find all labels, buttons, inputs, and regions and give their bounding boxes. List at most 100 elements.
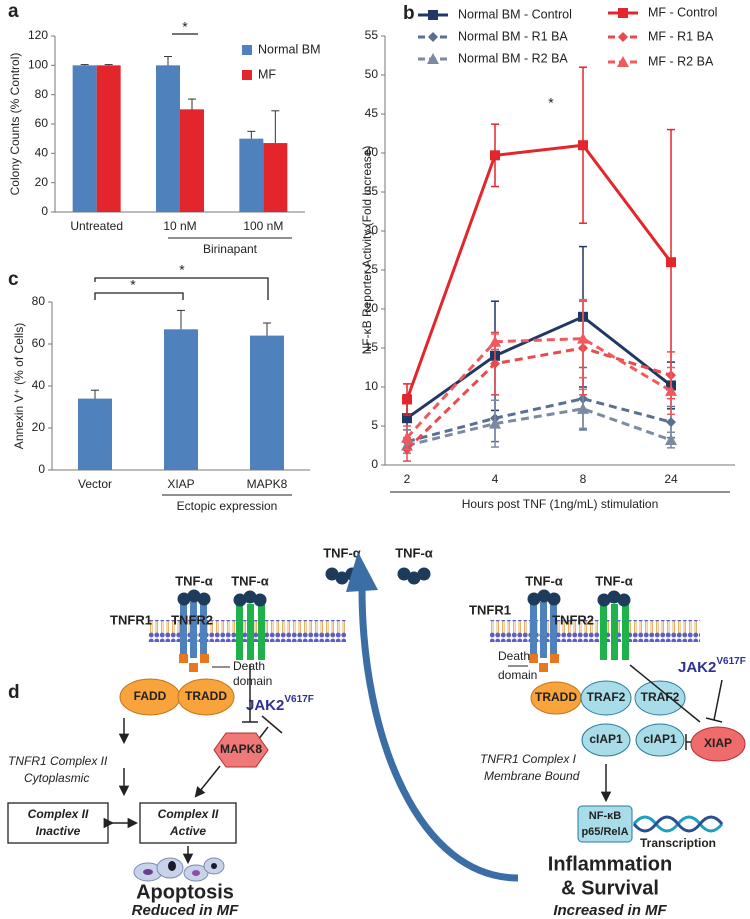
y-tick-label: 20 [32,420,46,434]
receptor-label: TNFR2 [171,612,213,627]
y-tick-label: 55 [365,28,379,42]
inhibition [261,715,283,734]
marker [402,413,412,424]
bar [156,65,180,212]
node-label: cIAP1 [643,732,677,746]
node-label: p65/RelA [581,826,628,838]
legend-label: Normal BM - R1 BA [458,29,568,43]
y-axis-label: Colony Counts (% Control) [8,53,22,196]
annotation: Death [233,659,265,673]
series-line [406,407,672,447]
nfkb-box [577,805,633,843]
membrane [490,620,700,642]
tnf-trimer [325,567,431,585]
series-line [405,143,673,400]
y-tick-label: 5 [371,418,378,432]
tnf-ligand [233,593,247,607]
y-axis-label: NF-κB Reporter Activity (Fold Increase) [360,146,374,355]
y-tick-label: 0 [371,457,378,471]
node-label: NF-κB [589,810,621,822]
tnfr2-receptor [233,590,267,660]
x-tick-label: XIAP [167,477,194,491]
legend-marker [427,53,439,64]
marker [490,358,500,369]
bar [72,65,97,212]
jak2-name: JAK2 [678,659,716,676]
bar [180,109,204,212]
annotation: domain [233,674,272,688]
arrow [194,765,221,798]
receptor-chain [530,602,537,658]
state-label: Active [169,824,206,838]
inhibition [713,679,723,721]
node-label: TRADD [185,689,227,703]
tnf-ligand [597,593,611,607]
tnfr1-receptor [177,589,211,672]
feedback-arrow-head [346,552,378,592]
marker [577,402,589,414]
bar [78,398,112,470]
tnf-ligand [617,593,631,607]
group-label: Birinapant [203,242,258,256]
legend-swatch [242,45,252,55]
significance-bracket [94,292,184,300]
annotation: * [130,277,136,293]
node-label: TRAF2 [641,690,680,704]
complex-label: TNFR1 Complex I [480,752,577,766]
marker [489,335,501,347]
tnf-ligand [187,589,201,603]
y-tick-label: 80 [35,87,49,101]
bar [239,138,264,212]
legend-label: Normal BM - Control [458,7,572,21]
jak2-label: JAK2V617F [678,656,746,676]
tnf-label: TNF-α [231,573,269,588]
tnf-label: TNF-α [395,545,433,560]
inhibition-bar [705,717,723,723]
tnf-label: TNF-α [323,545,361,560]
x-axis-label: Hours post TNF (1ng/mL) stimulation [462,497,659,511]
legend-label: MF - R1 BA [648,29,714,43]
death-domain [539,663,548,672]
marker [577,332,589,344]
x-tick-label: 4 [492,472,499,486]
receptor-chain [550,602,557,658]
tnf-ligand [527,592,541,606]
dna-strand [632,815,724,833]
y-tick-label: 0 [41,204,48,218]
panel-label: a [8,1,19,22]
process-label: Transcription [640,836,716,850]
y-tick-label: 20 [35,175,49,189]
tnfr1-receptor [527,589,561,672]
legend-marker [618,8,628,18]
jak2-label: JAK2V617F [246,694,314,714]
jak2-name: JAK2 [246,697,284,714]
state-box [139,802,237,844]
bar [263,143,288,212]
legend-label: MF - R2 BA [648,54,714,68]
legend-label: Normal BM [258,42,321,56]
mapk8-node [213,732,269,768]
node-label: cIAP1 [589,732,623,746]
state-box [7,802,109,844]
annotation: * [179,262,185,278]
tnf-ligand [335,571,349,585]
y-tick-label: 20 [365,301,379,315]
node-label: XIAP [704,736,732,750]
x-tick-label: Untreated [70,219,123,233]
receptor-label: TNFR1 [469,602,511,617]
bar [250,335,284,470]
tnf-ligand [253,593,267,607]
nucleus [168,861,176,871]
y-tick-label: 50 [365,67,379,81]
x-tick-label: 10 nM [163,219,196,233]
tnf-ligand [547,592,561,606]
receptor-chain [236,604,243,660]
annotation: * [182,19,188,35]
y-tick-label: 40 [32,378,46,392]
receptor-chain [200,602,207,658]
tnf-label: TNF-α [175,573,213,588]
outcome-note: Reduced in MF [132,902,240,919]
group-label: Ectopic expression [177,499,278,513]
tnf-ligand [325,567,339,581]
panel-label: c [8,269,19,290]
